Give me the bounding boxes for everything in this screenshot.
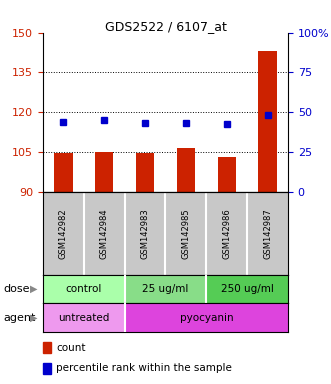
Bar [259,51,277,192]
Text: 25 ug/ml: 25 ug/ml [142,284,189,294]
Text: percentile rank within the sample: percentile rank within the sample [56,363,232,374]
Bar [206,275,288,303]
Title: GDS2522 / 6107_at: GDS2522 / 6107_at [105,20,226,33]
Text: pyocyanin: pyocyanin [179,313,233,323]
Text: dose: dose [3,284,30,294]
Text: ▶: ▶ [30,284,37,294]
Text: untreated: untreated [58,313,110,323]
Text: 250 ug/ml: 250 ug/ml [221,284,274,294]
Text: GSM142984: GSM142984 [100,208,109,258]
Bar [136,154,154,192]
Text: GSM142985: GSM142985 [181,208,190,258]
Text: GSM142987: GSM142987 [263,208,272,259]
Text: agent: agent [3,313,36,323]
Text: GSM142982: GSM142982 [59,208,68,258]
Bar [43,275,125,303]
Text: GSM142983: GSM142983 [141,208,150,259]
Bar [125,275,206,303]
Bar [125,303,288,332]
Text: control: control [66,284,102,294]
Bar [217,157,236,192]
Text: count: count [56,343,86,353]
Bar [95,152,114,192]
Text: ▶: ▶ [30,313,37,323]
Text: GSM142986: GSM142986 [222,208,231,259]
Bar [54,154,72,192]
Bar [43,303,125,332]
Bar [177,148,195,192]
